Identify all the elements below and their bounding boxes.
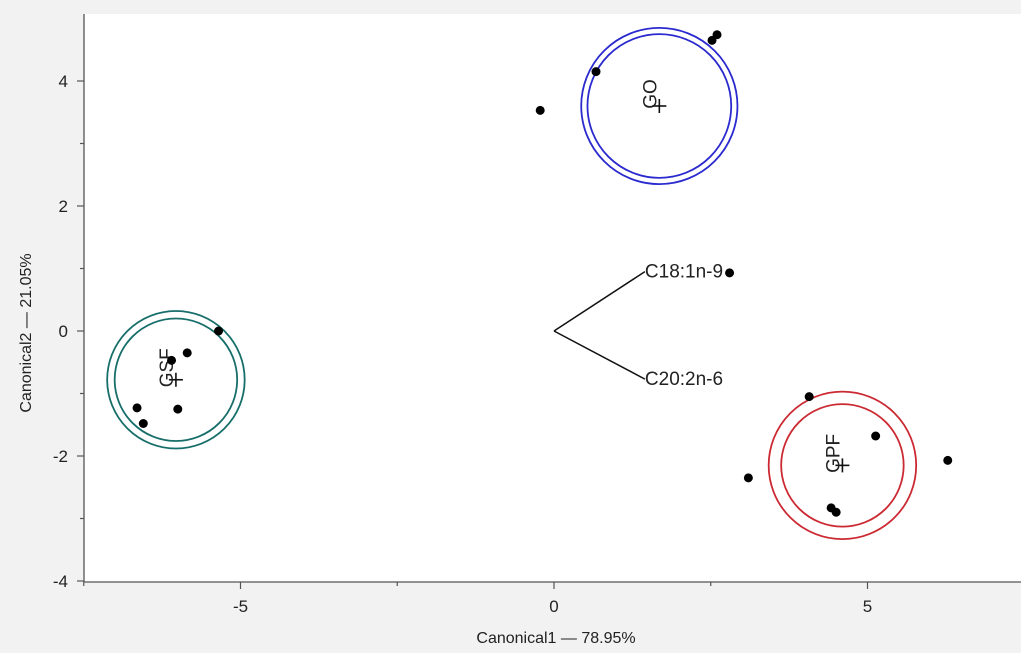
group-label: GPF (823, 434, 844, 473)
y-tick-label: -4 (53, 572, 68, 591)
data-point (743, 473, 753, 483)
group-outer-circle (767, 390, 918, 541)
y-tick-label: 0 (59, 322, 68, 341)
data-point (943, 455, 953, 465)
vector-label: C20:2n-6 (645, 369, 723, 390)
x-axis-title: Canonical1 — 78.95% (476, 630, 635, 647)
data-point (132, 403, 142, 413)
x-ticks: -5 0 5 (83, 582, 872, 616)
group-label: GSF (157, 348, 178, 387)
plot-background (84, 14, 1021, 582)
y-axis-title: Canonical2 — 21.05% (18, 253, 35, 412)
data-point (591, 67, 601, 77)
group-inner-circle (113, 317, 239, 442)
biplot-vectors: C18:1n-9 C20:2n-6 (553, 262, 723, 390)
vector-line (553, 330, 646, 380)
group-ellipses: GO GSF GPF (106, 26, 918, 541)
y-ticks: -4 -2 0 2 4 (53, 72, 84, 591)
data-point (173, 404, 183, 414)
data-point (214, 326, 224, 336)
vector-line (553, 270, 646, 332)
y-tick-label: 4 (59, 72, 68, 91)
vector-label: C18:1n-9 (645, 262, 723, 283)
y-tick-label: -2 (53, 447, 68, 466)
x-tick-label: 5 (863, 597, 872, 616)
data-point (535, 105, 545, 115)
data-points (132, 30, 953, 517)
data-point (138, 419, 148, 428)
group-label: GO (640, 79, 661, 109)
data-point (804, 392, 814, 402)
y-tick-label: 2 (59, 197, 68, 216)
data-point (712, 30, 722, 40)
group-inner-circle (586, 33, 733, 179)
x-tick-label: -5 (233, 597, 248, 616)
x-tick-label: 0 (549, 597, 558, 616)
group-inner-circle (780, 403, 905, 528)
data-point (182, 348, 192, 358)
data-point (871, 431, 881, 441)
data-point (725, 268, 735, 278)
group-outer-circle (106, 310, 246, 450)
data-point (831, 507, 841, 517)
data-point (167, 355, 177, 365)
group-outer-circle (580, 26, 739, 186)
